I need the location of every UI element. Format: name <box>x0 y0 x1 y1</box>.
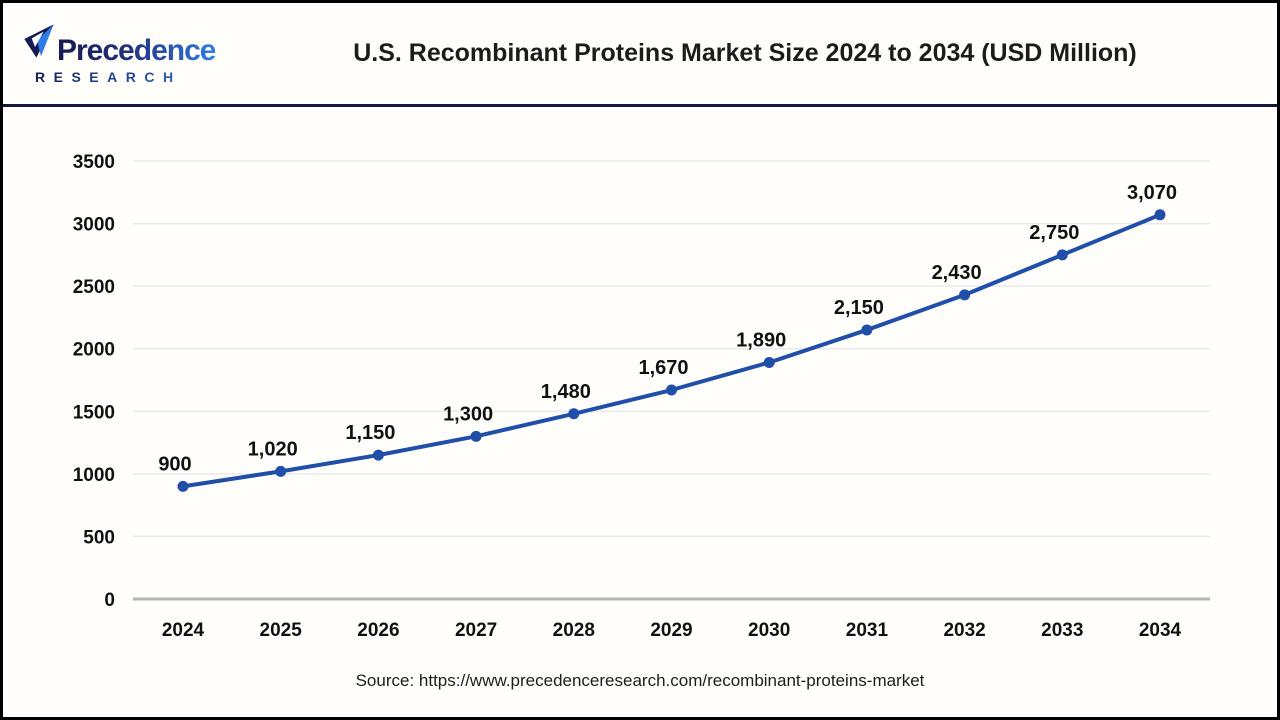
header: Precedence RESEARCH U.S. Recombinant Pro… <box>3 3 1277 107</box>
paper-plane-logo-icon <box>23 23 55 64</box>
x-axis-tick-label: 2025 <box>260 620 303 641</box>
data-point-marker <box>568 408 580 420</box>
x-axis-tick-label: 2033 <box>1041 620 1083 641</box>
data-point-label: 1,670 <box>638 357 688 379</box>
x-axis-tick-label: 2034 <box>1139 620 1182 641</box>
x-axis-tick-label: 2030 <box>748 620 790 641</box>
data-point-label: 2,750 <box>1029 222 1079 244</box>
data-point-marker <box>1154 209 1166 221</box>
market-line-chart: 0 500 1000 1500 2000 2500 3000 3500 900 2024 1,020… <box>73 152 1210 641</box>
x-axis-tick-label: 2024 <box>162 620 205 641</box>
data-point-marker <box>177 480 189 492</box>
y-axis-tick-label: 500 <box>83 527 115 548</box>
x-axis-tick-label: 2029 <box>650 620 692 641</box>
source-text: Source: https://www.precedenceresearch.c… <box>355 671 925 690</box>
precedence-research-logo: Precedence RESEARCH <box>23 23 241 84</box>
data-point-label: 2,150 <box>834 297 884 319</box>
data-point-label: 1,480 <box>541 381 591 403</box>
data-point-marker <box>275 465 287 477</box>
y-axis-tick-label: 3500 <box>73 152 115 173</box>
logo-brand-row: Precedence <box>23 23 241 66</box>
data-point-label: 1,300 <box>443 403 493 425</box>
data-point-label: 3,070 <box>1127 182 1177 204</box>
x-axis-tick-label: 2027 <box>455 620 497 641</box>
y-axis-tick-label: 2000 <box>73 340 115 361</box>
y-axis-tick-label: 1000 <box>73 465 115 486</box>
data-point-marker <box>372 449 384 461</box>
data-point-marker <box>470 430 482 442</box>
x-axis-tick-label: 2031 <box>846 620 889 641</box>
logo-sub-text: RESEARCH <box>23 70 241 84</box>
data-point-label: 900 <box>158 453 191 475</box>
data-point-label: 2,430 <box>932 262 982 284</box>
x-axis-tick-label: 2026 <box>357 620 399 641</box>
data-point-marker <box>861 324 873 336</box>
x-axis-tick-label: 2028 <box>553 620 595 641</box>
logo-brand-text: Precedence <box>57 34 216 67</box>
data-point-label: 1,890 <box>736 329 786 351</box>
data-point-marker <box>666 384 677 396</box>
chart-area: 0 500 1000 1500 2000 2500 3000 3500 900 2024 1,020… <box>3 107 1277 659</box>
market-size-line-series <box>181 212 1162 489</box>
y-axis-tick-label: 0 <box>104 590 115 611</box>
data-point-marker <box>1056 249 1068 261</box>
data-point-marker <box>763 356 775 368</box>
y-axis-tick-label: 3000 <box>73 215 115 236</box>
x-axis-tick-label: 2032 <box>943 620 985 641</box>
data-point-marker <box>959 289 971 301</box>
y-axis-tick-label: 1500 <box>73 402 115 423</box>
y-axis-tick-label: 2500 <box>73 277 115 298</box>
data-point-label: 1,020 <box>248 438 298 460</box>
chart-title: U.S. Recombinant Proteins Market Size 20… <box>353 39 1137 68</box>
data-point-label: 1,150 <box>345 422 395 444</box>
